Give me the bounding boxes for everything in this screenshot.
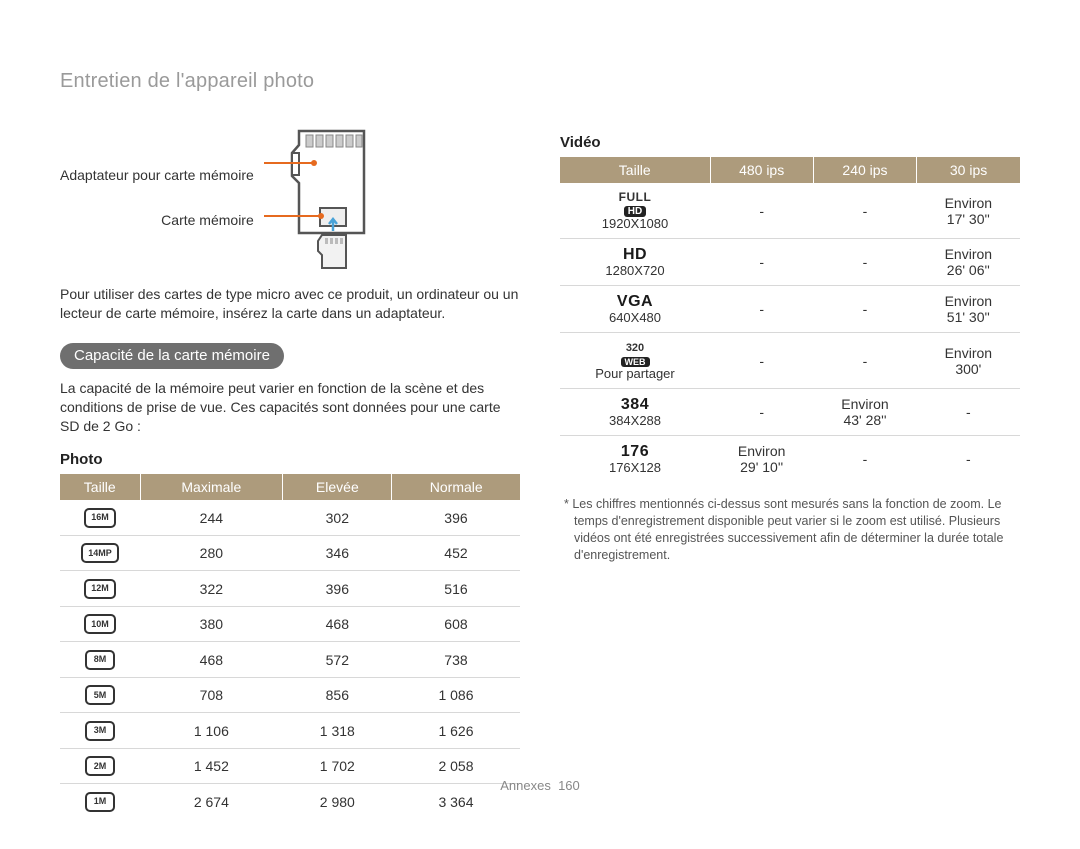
photo-cell: 302 <box>283 500 392 535</box>
footer-section: Annexes <box>500 778 551 793</box>
table-row: 176176X128Environ29' 10''-- <box>560 436 1020 483</box>
video-cell: - <box>710 239 813 286</box>
table-row: 14MP280346452 <box>60 535 520 571</box>
photo-size-icon: 3M <box>60 713 140 749</box>
photo-size-icon: 16M <box>60 500 140 535</box>
photo-cell: 608 <box>392 606 520 642</box>
video-footnote: * Les chiffres mentionnés ci-dessus sont… <box>560 496 1020 564</box>
photo-cell: 516 <box>392 571 520 607</box>
video-table: Taille480 ips240 ips30 ips FULLHD1920X10… <box>560 157 1020 482</box>
photo-cell: 244 <box>140 500 283 535</box>
photo-size-icon: 10M <box>60 606 140 642</box>
photo-size-icon: 14MP <box>60 535 140 571</box>
footer-page: 160 <box>558 778 580 793</box>
table-row: 3M1 1061 3181 626 <box>60 713 520 749</box>
photo-size-icon: 12M <box>60 571 140 607</box>
video-cell: - <box>813 286 916 333</box>
photo-cell: 346 <box>283 535 392 571</box>
photo-cell: 572 <box>283 642 392 678</box>
photo-size-icon: 8M <box>60 642 140 678</box>
video-cell: - <box>917 389 1020 436</box>
photo-size-icon: 5M <box>60 677 140 713</box>
video-cell: - <box>813 333 916 389</box>
table-row: VGA640X480--Environ51' 30'' <box>560 286 1020 333</box>
video-col-header: 240 ips <box>813 157 916 183</box>
photo-cell: 1 106 <box>140 713 283 749</box>
sd-card-icon <box>264 123 394 273</box>
video-size-cell: 176176X128 <box>560 436 710 483</box>
table-row: 320WEBPour partager--Environ300' <box>560 333 1020 389</box>
photo-cell: 708 <box>140 677 283 713</box>
photo-cell: 856 <box>283 677 392 713</box>
table-row: 8M468572738 <box>60 642 520 678</box>
table-row: FULLHD1920X1080--Environ17' 30'' <box>560 183 1020 239</box>
video-col-header: 30 ips <box>917 157 1020 183</box>
video-cell: Environ51' 30'' <box>917 286 1020 333</box>
photo-cell: 396 <box>392 500 520 535</box>
sd-diagram: Adaptateur pour carte mémoire Carte mémo… <box>60 123 520 273</box>
capacity-heading: Capacité de la carte mémoire <box>60 343 284 369</box>
video-cell: - <box>813 436 916 483</box>
video-col-header: 480 ips <box>710 157 813 183</box>
photo-cell: 468 <box>140 642 283 678</box>
photo-cell: 468 <box>283 606 392 642</box>
photo-title: Photo <box>60 451 520 468</box>
video-title: Vidéo <box>560 134 1020 151</box>
photo-cell: 738 <box>392 642 520 678</box>
table-row: 12M322396516 <box>60 571 520 607</box>
photo-cell: 1 318 <box>283 713 392 749</box>
breadcrumb: Entretien de l'appareil photo <box>60 70 520 93</box>
table-row: 10M380468608 <box>60 606 520 642</box>
table-row: 16M244302396 <box>60 500 520 535</box>
video-col-header: Taille <box>560 157 710 183</box>
photo-cell: 322 <box>140 571 283 607</box>
photo-cell: 452 <box>392 535 520 571</box>
video-size-cell: HD1280X720 <box>560 239 710 286</box>
video-cell: - <box>813 183 916 239</box>
video-cell: - <box>917 436 1020 483</box>
photo-cell: 396 <box>283 571 392 607</box>
video-cell: - <box>710 286 813 333</box>
table-row: 384384X288-Environ43' 28''- <box>560 389 1020 436</box>
photo-col-header: Elevée <box>283 474 392 500</box>
video-cell: Environ26' 06'' <box>917 239 1020 286</box>
video-cell: Environ29' 10'' <box>710 436 813 483</box>
video-cell: - <box>710 389 813 436</box>
video-size-cell: 320WEBPour partager <box>560 333 710 389</box>
video-size-cell: 384384X288 <box>560 389 710 436</box>
video-cell: - <box>710 333 813 389</box>
sd-labels: Adaptateur pour carte mémoire Carte mémo… <box>60 166 254 230</box>
page-footer: Annexes 160 <box>0 778 1080 793</box>
right-column: Vidéo Taille480 ips240 ips30 ips FULLHD1… <box>560 70 1020 819</box>
intro-text: Pour utiliser des cartes de type micro a… <box>60 285 520 323</box>
video-cell: Environ300' <box>917 333 1020 389</box>
sd-adapter-label: Adaptateur pour carte mémoire <box>60 166 254 185</box>
capacity-text: La capacité de la mémoire peut varier en… <box>60 379 520 436</box>
video-size-cell: VGA640X480 <box>560 286 710 333</box>
video-cell: Environ17' 30'' <box>917 183 1020 239</box>
photo-table: TailleMaximaleElevéeNormale 16M244302396… <box>60 474 520 819</box>
video-cell: - <box>710 183 813 239</box>
left-column: Entretien de l'appareil photo Adaptateur… <box>60 70 520 819</box>
sd-card-label: Carte mémoire <box>60 211 254 230</box>
table-row: 5M7088561 086 <box>60 677 520 713</box>
photo-cell: 1 626 <box>392 713 520 749</box>
video-cell: - <box>813 239 916 286</box>
table-row: HD1280X720--Environ26' 06'' <box>560 239 1020 286</box>
photo-col-header: Maximale <box>140 474 283 500</box>
photo-cell: 1 086 <box>392 677 520 713</box>
video-size-cell: FULLHD1920X1080 <box>560 183 710 239</box>
photo-col-header: Taille <box>60 474 140 500</box>
photo-cell: 280 <box>140 535 283 571</box>
video-cell: Environ43' 28'' <box>813 389 916 436</box>
photo-col-header: Normale <box>392 474 520 500</box>
photo-cell: 380 <box>140 606 283 642</box>
